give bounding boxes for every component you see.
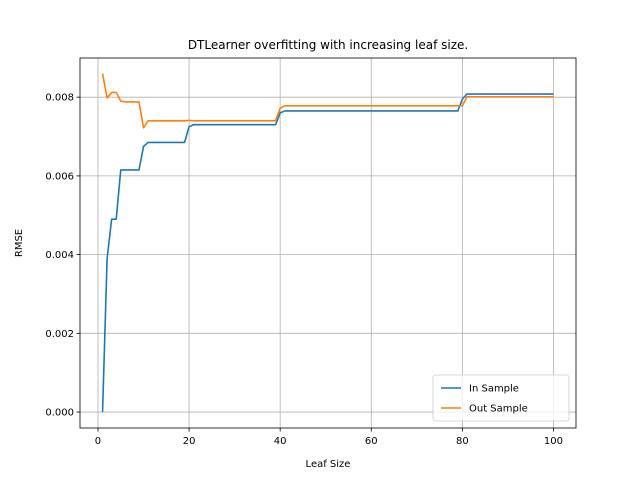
legend-box [432,374,570,422]
y-tick-label: 0.008 [45,93,74,104]
chart-title: DTLearner overfitting with increasing le… [188,38,468,52]
x-axis-ticks: 0 20 40 60 80 100 [95,428,563,447]
y-tick-label: 0.004 [45,250,74,261]
x-tick-label: 100 [544,436,563,447]
series-layer [101,73,554,413]
legend-label-in-sample: In Sample [469,384,519,395]
x-tick-label: 0 [95,436,101,447]
legend: In Sample Out Sample [432,374,570,422]
legend-label-out-sample: Out Sample [469,404,528,415]
x-tick-label: 40 [274,436,287,447]
y-axis-ticks: 0.000 0.002 0.004 0.006 0.008 [45,93,80,419]
y-axis-label: RMSE [14,229,25,257]
x-axis-label: Leaf Size [306,459,351,470]
series-line-in-sample [101,93,554,413]
x-tick-label: 80 [456,436,469,447]
y-tick-label: 0.002 [45,329,74,340]
plot-frame [79,57,577,429]
series-line-out-sample [101,73,554,129]
x-tick-label: 20 [183,436,196,447]
x-tick-label: 60 [365,436,378,447]
y-tick-label: 0.006 [45,171,74,182]
y-tick-label: 0.000 [45,408,74,419]
